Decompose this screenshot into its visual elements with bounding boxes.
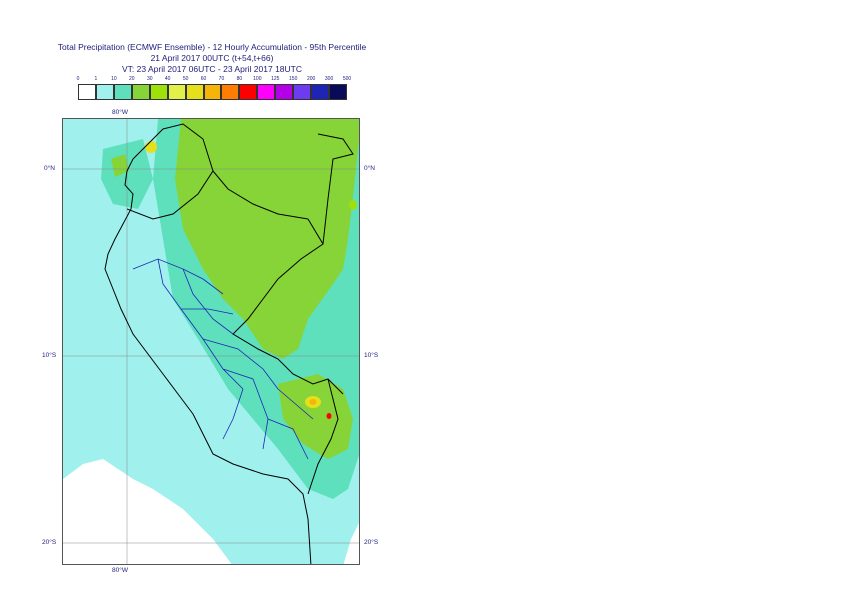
precip-band-20mm-north-coast: [111, 154, 129, 177]
precip-core-lime-north: [145, 141, 157, 153]
border-brazil-colombia: [317, 133, 354, 245]
legend-tick-label: 20: [129, 76, 135, 82]
legend-tick-label: 0: [76, 76, 80, 82]
precip-band-1mm-coastal: [63, 299, 103, 389]
map-title: Total Precipitation (ECMWF Ensemble) - 1…: [0, 42, 424, 75]
lon-label-top-outer: 80°W: [112, 109, 128, 116]
title-line-validity: VT: 23 April 2017 06UTC - 23 April 2017 …: [121, 64, 302, 74]
legend-tick-label: 40: [164, 76, 171, 82]
legend-tick-label: 500: [342, 76, 352, 82]
lat-label-left-20s: 20°S: [42, 539, 57, 546]
map-frame: 80°W: [62, 118, 360, 565]
precip-core-red: [326, 413, 332, 419]
legend-swatch: [167, 84, 186, 100]
lat-label-right-10s: 10°S: [364, 352, 379, 359]
legend-swatch: [239, 84, 258, 100]
lon-label-bottom: 80°W: [112, 567, 128, 574]
legend-swatch: [221, 84, 240, 100]
precip-core-lime-east: [349, 200, 357, 210]
lat-label-left-0n: 0°N: [44, 165, 55, 172]
border-peru-bolivia: [307, 378, 339, 495]
legend-tick-label: 60: [200, 76, 207, 82]
legend-tick-label: 1: [94, 76, 98, 82]
legend-tick-label: 30: [146, 76, 153, 82]
legend-swatch: [78, 84, 96, 100]
legend-swatch: [95, 84, 114, 100]
legend-swatch: [311, 84, 330, 100]
legend-tick-label: 150: [289, 76, 298, 82]
legend-swatch: [185, 84, 204, 100]
legend-tick-label: 125: [271, 76, 280, 82]
precip-band-1mm-offshore: [75, 374, 108, 417]
precipitation-map: [63, 119, 359, 564]
legend-swatch: [275, 84, 294, 100]
title-line-product: Total Precipitation (ECMWF Ensemble) - 1…: [57, 42, 367, 52]
legend-swatch: [329, 84, 347, 100]
lat-label-right-0n: 0°N: [364, 165, 375, 172]
legend-swatch: [131, 84, 150, 100]
lat-label-right-20s: 20°S: [364, 539, 379, 546]
legend-tick-label: 70: [218, 76, 225, 82]
lat-label-left-10s: 10°S: [42, 352, 57, 359]
coastline: [104, 140, 312, 564]
precip-core-orange: [309, 399, 317, 405]
legend-tick-label: 50: [182, 76, 189, 82]
legend-swatch: [113, 84, 132, 100]
border-colombia-peru: [150, 123, 214, 172]
legend-tick-label: 10: [111, 76, 117, 82]
legend-swatch: [257, 84, 276, 100]
legend-swatch: [203, 84, 222, 100]
legend-swatch: [149, 84, 168, 100]
title-line-run: 21 April 2017 00UTC (t+54,t+66): [150, 53, 274, 63]
precipitation-legend: 0 1 10 20 30 40 50 60 70 80 100 125 150 200 300 500: [70, 76, 360, 102]
legend-tick-label: 100: [253, 76, 262, 82]
legend-tick-label: 300: [324, 76, 334, 82]
precip-band-20mm-south: [278, 374, 353, 459]
legend-swatch: [293, 84, 312, 100]
precip-band-20mm: [175, 119, 359, 359]
legend-tick-label: 80: [236, 76, 243, 82]
legend-tick-label: 200: [306, 76, 316, 82]
regional-borders: [132, 258, 314, 460]
